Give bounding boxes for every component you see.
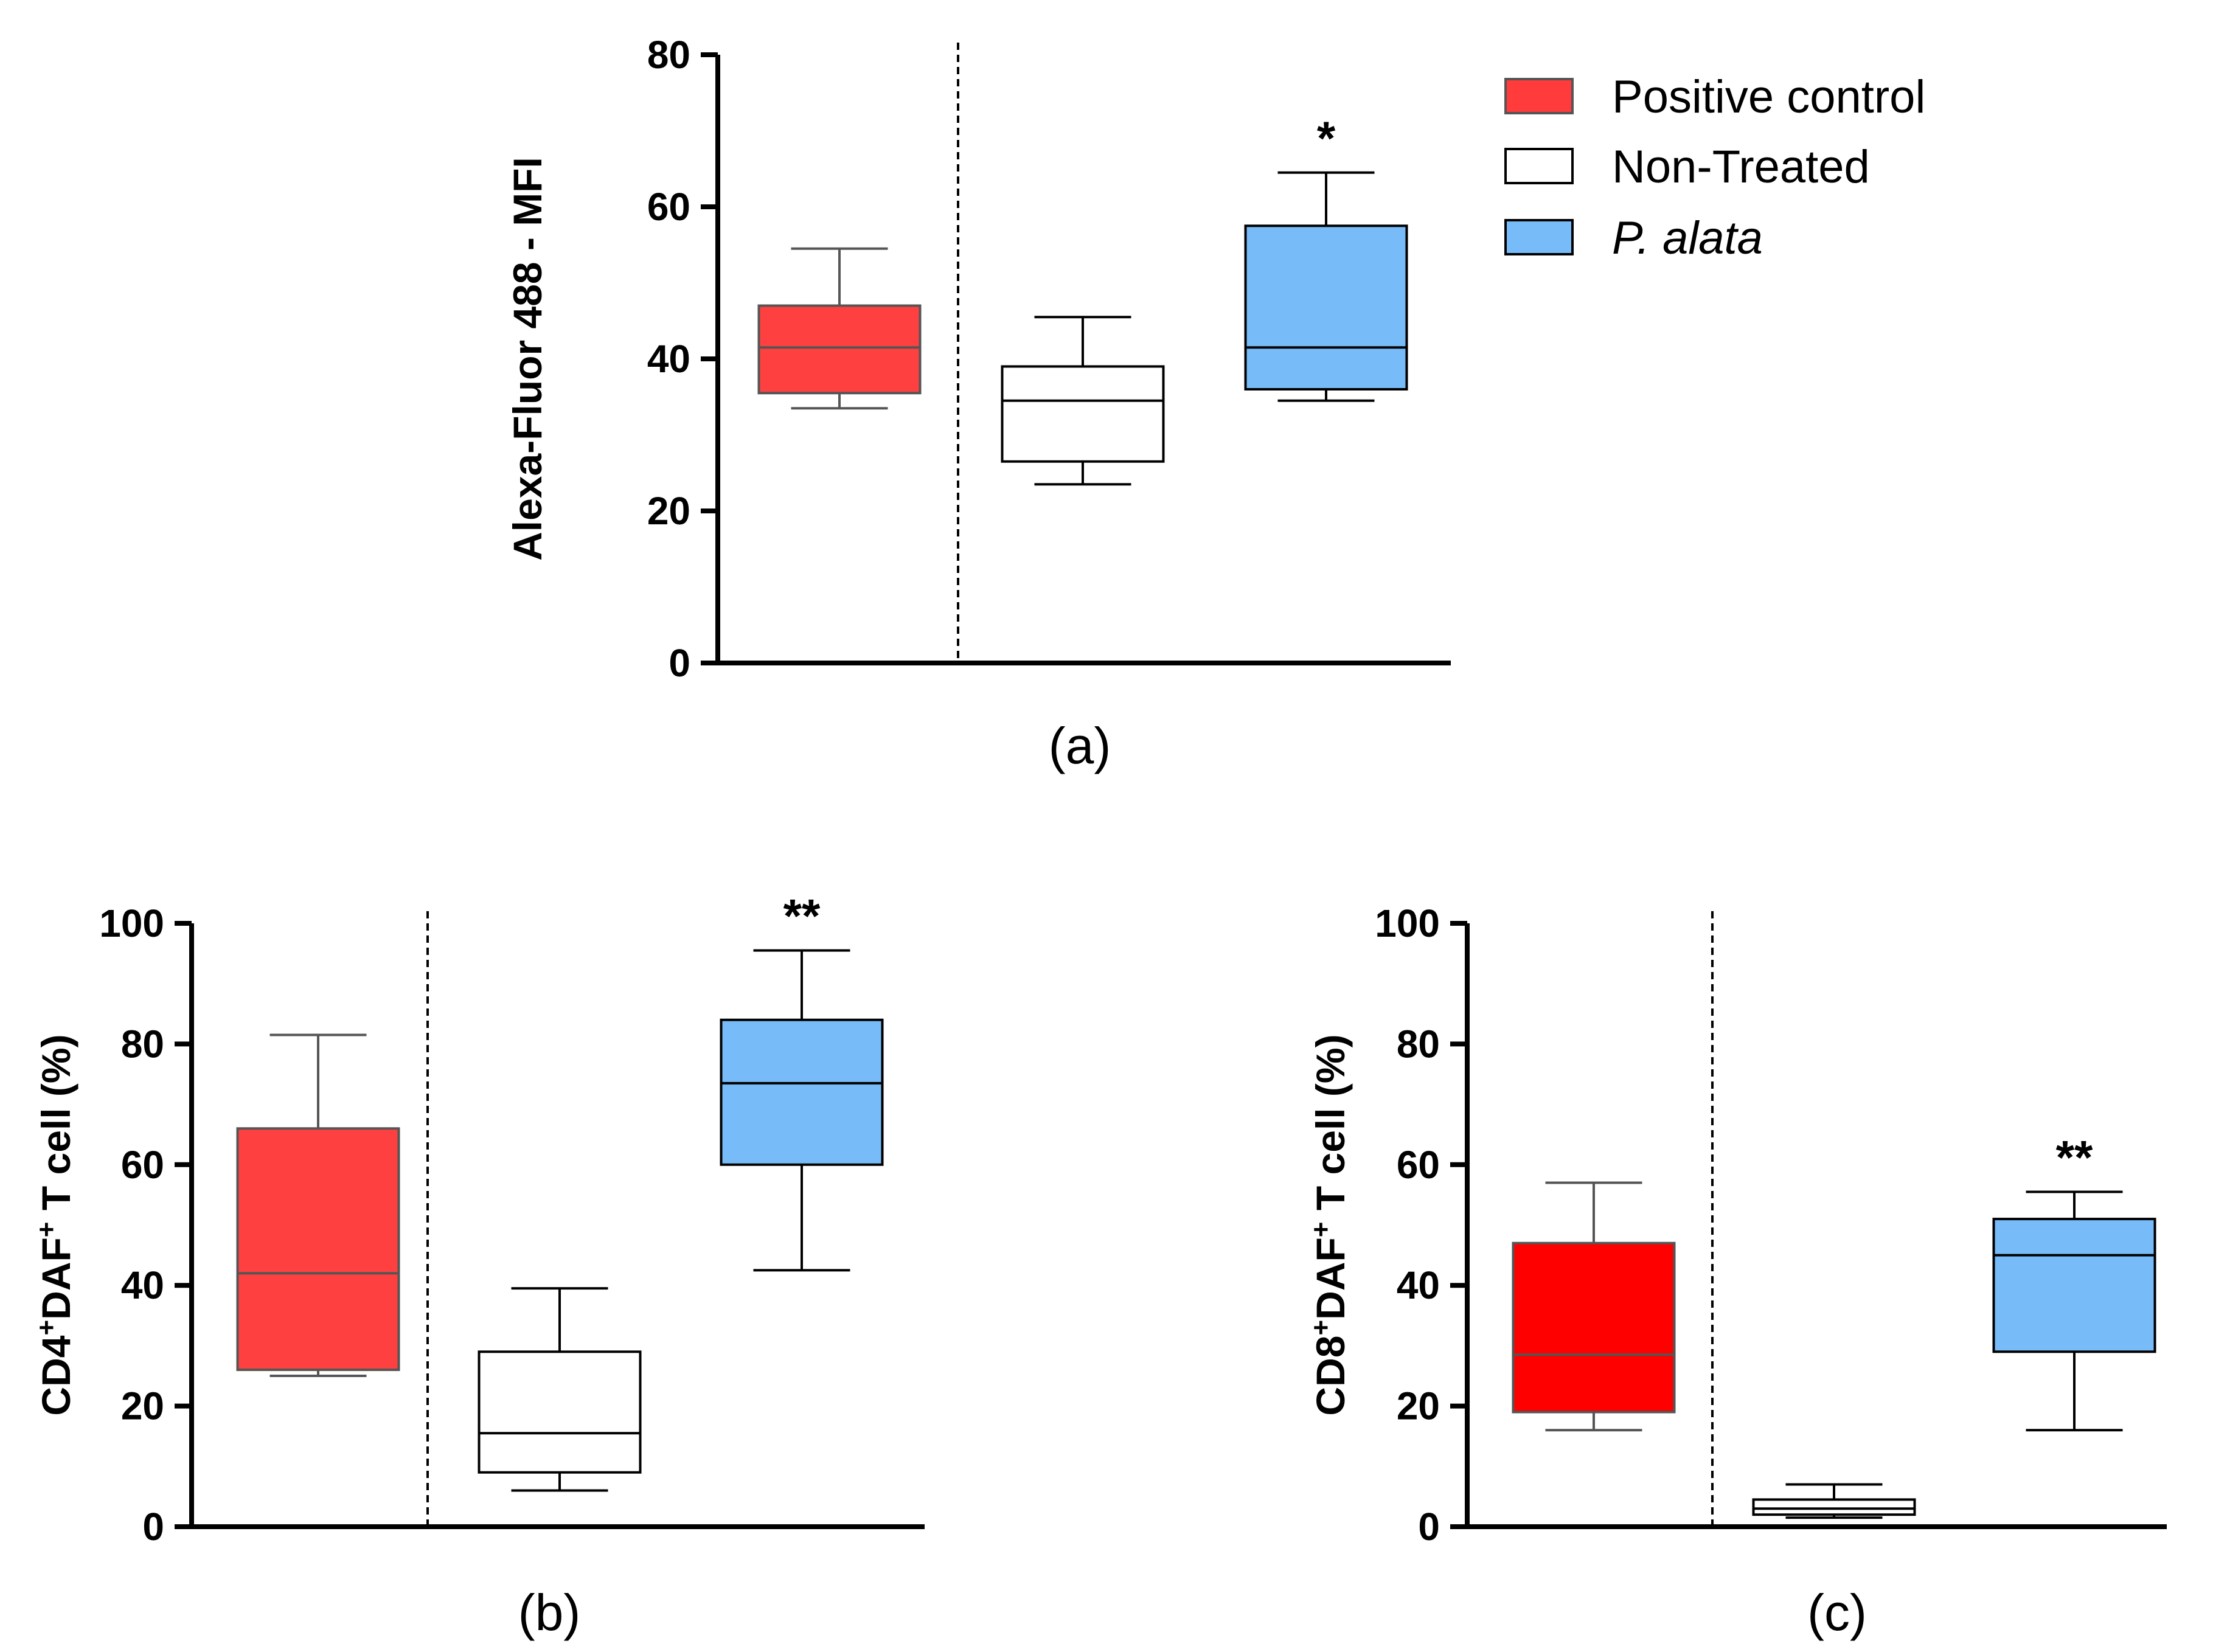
y-axis-label: CD4+DAF+ T cell (%) xyxy=(32,1034,79,1415)
significance-marker: * xyxy=(1317,111,1336,165)
legend-label-p-alata: P. alata xyxy=(1612,212,1763,264)
legend-label-positive-control: Positive control xyxy=(1612,71,1925,123)
box-p-alata: * xyxy=(1244,111,1408,402)
box-iqr xyxy=(1752,1498,1916,1516)
box-positive-control xyxy=(757,247,922,410)
box-iqr xyxy=(720,1018,884,1166)
box-iqr xyxy=(1001,365,1165,463)
legend: Positive control Non-Treated P. alata xyxy=(1504,71,1925,264)
chart-panel-3: 0 20 40 60 80 100 CD8+DAF+ T cell (%) ** (c) xyxy=(1306,901,2167,1641)
y-tick-label: 40 xyxy=(647,337,690,381)
legend-swatch-positive-control xyxy=(1504,78,1574,114)
y-tick-label: 0 xyxy=(669,641,690,685)
y-tick-label: 0 xyxy=(142,1505,164,1549)
box-iqr xyxy=(757,304,922,395)
box-iqr xyxy=(236,1127,400,1372)
box-non-treated xyxy=(478,1287,642,1492)
box-non-treated xyxy=(1752,1483,1916,1519)
y-tick-label: 80 xyxy=(1397,1022,1440,1066)
legend-label-non-treated: Non-Treated xyxy=(1612,141,1870,193)
box-iqr xyxy=(1512,1241,1676,1414)
box-iqr xyxy=(1992,1218,2156,1353)
legend-item-positive-control: Positive control xyxy=(1504,71,1925,123)
y-tick-label: 20 xyxy=(121,1384,164,1428)
legend-item-non-treated: Non-Treated xyxy=(1504,141,1870,193)
y-axis-label: CD8+DAF+ T cell (%) xyxy=(1306,1034,1353,1415)
box-p-alata: ** xyxy=(720,889,884,1272)
y-axis-label: Alexa-Fluor 488 - MFI xyxy=(505,157,550,561)
significance-marker: ** xyxy=(783,889,821,943)
y-tick-label: 60 xyxy=(121,1143,164,1187)
legend-swatch-non-treated xyxy=(1504,148,1574,184)
panel-label: (b) xyxy=(518,1584,581,1641)
chart-panel-2: 0 20 40 60 80 100 CD4+DAF+ T cell (%) ** (b) xyxy=(32,889,925,1641)
chart-panels: 0 20 40 60 80 Alexa-Fluor 488 - MFI * (a) 0 20 40 6… xyxy=(32,33,2167,1641)
box-non-treated xyxy=(1001,316,1165,486)
y-tick-label: 100 xyxy=(1375,901,1440,945)
y-tick-label: 20 xyxy=(647,489,690,533)
y-tick-label: 0 xyxy=(1418,1505,1440,1549)
y-tick-label: 20 xyxy=(1397,1384,1440,1428)
legend-swatch-p-alata xyxy=(1504,219,1574,255)
legend-item-p-alata: P. alata xyxy=(1504,212,1763,264)
significance-marker: ** xyxy=(2056,1130,2093,1184)
box-iqr xyxy=(1244,224,1408,390)
y-tick-label: 40 xyxy=(1397,1263,1440,1307)
panel-label: (a) xyxy=(1049,717,1111,774)
y-tick-label: 60 xyxy=(1397,1143,1440,1187)
box-iqr xyxy=(478,1350,642,1474)
chart-panel-1: 0 20 40 60 80 Alexa-Fluor 488 - MFI * (a) xyxy=(505,33,1451,774)
y-tick-label: 80 xyxy=(121,1022,164,1066)
box-p-alata: ** xyxy=(1992,1130,2156,1432)
y-tick-label: 40 xyxy=(121,1263,164,1307)
box-positive-control xyxy=(236,1033,400,1377)
box-positive-control xyxy=(1512,1181,1676,1432)
panel-label: (c) xyxy=(1807,1584,1867,1641)
y-tick-label: 80 xyxy=(647,33,690,77)
y-tick-label: 60 xyxy=(647,185,690,229)
y-tick-label: 100 xyxy=(99,901,164,945)
